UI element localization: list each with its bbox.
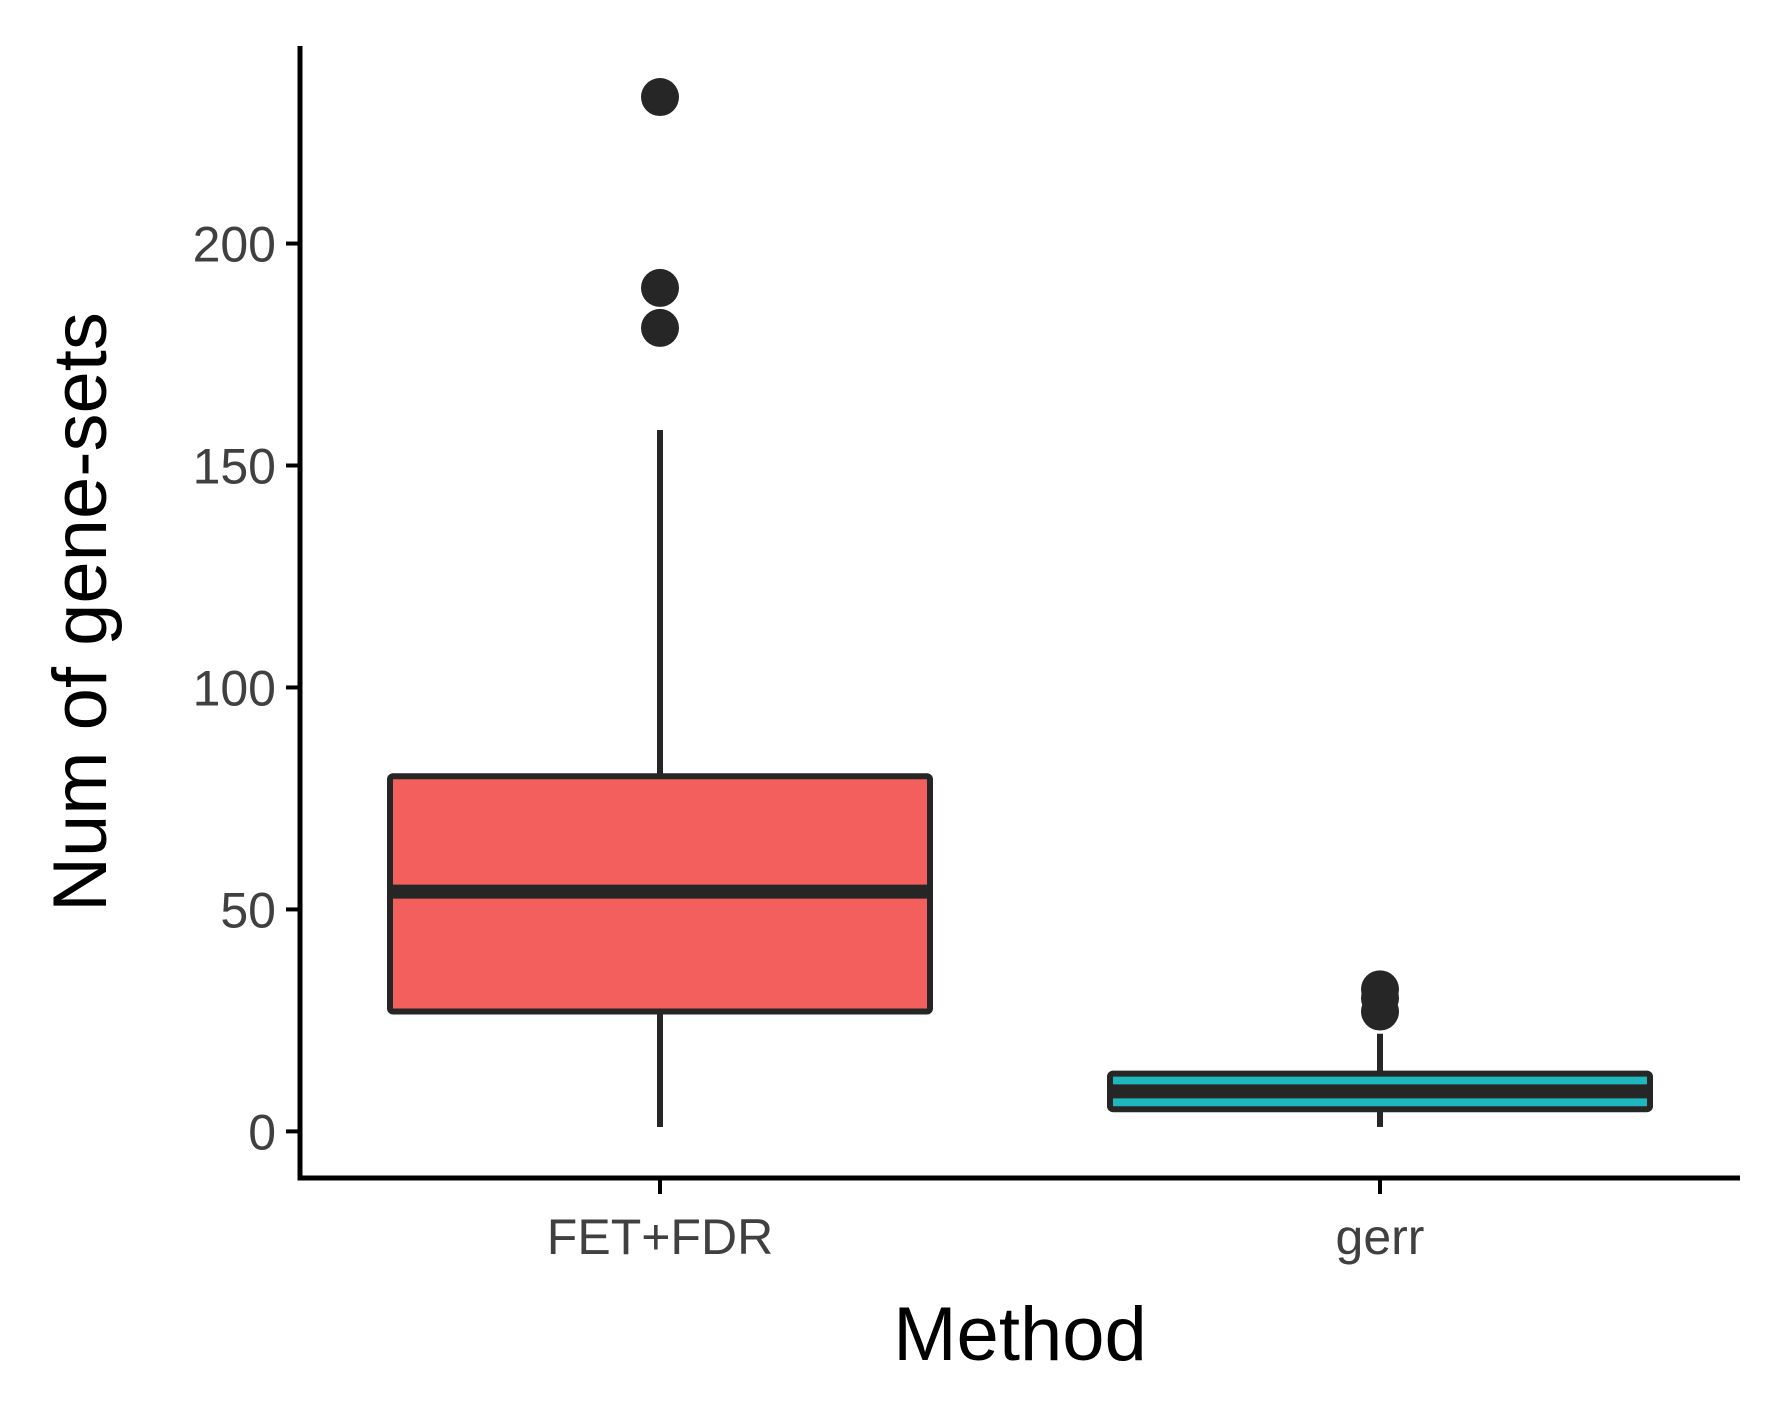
y-tick-label: 200	[193, 217, 276, 273]
x-tick-label: FET+FDR	[547, 1209, 773, 1265]
plot-area	[387, 78, 1653, 1127]
box-fet-fdr	[387, 78, 933, 1127]
x-tick-label: gerr	[1336, 1209, 1425, 1265]
y-axis-ticks: 0 50 100 150 200	[193, 217, 300, 1160]
y-tick-label: 0	[248, 1104, 276, 1160]
x-axis-ticks: FET+FDR gerr	[547, 1178, 1425, 1265]
box-gerr	[1107, 970, 1653, 1127]
outlier-point	[641, 308, 679, 347]
y-tick-label: 150	[193, 439, 276, 495]
y-axis-title: Num of gene-sets	[38, 312, 123, 912]
y-tick-label: 100	[193, 660, 276, 716]
outlier-point	[641, 78, 679, 117]
outlier-point	[1361, 970, 1399, 1009]
outlier-point	[641, 268, 679, 307]
y-tick-label: 50	[220, 882, 276, 938]
x-axis-title: Method	[893, 1292, 1147, 1377]
